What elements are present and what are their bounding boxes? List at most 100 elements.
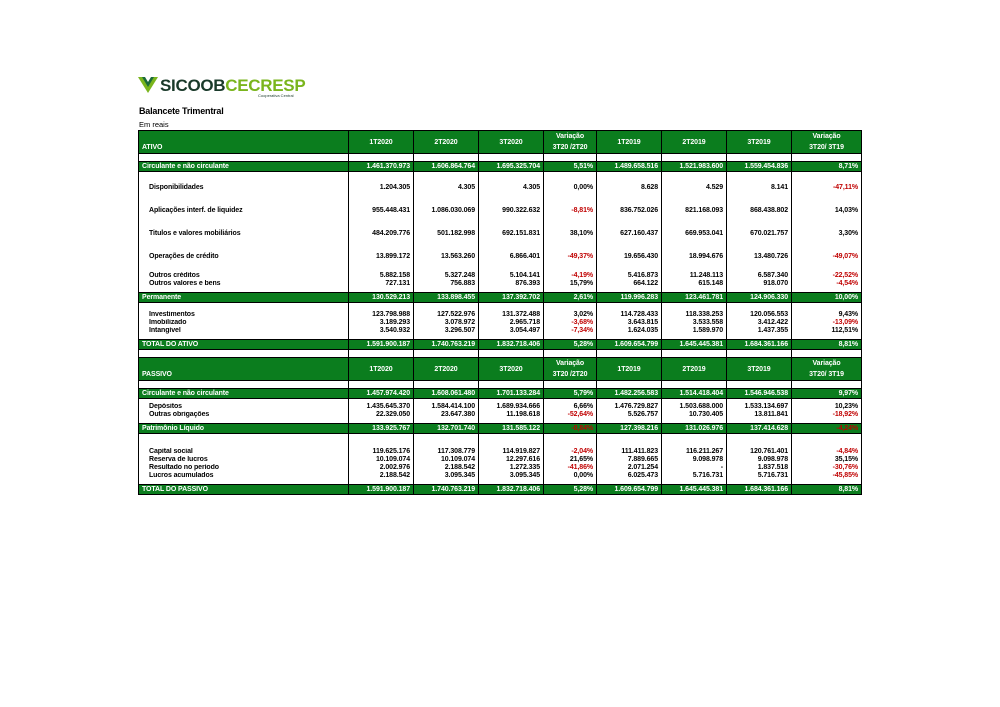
spacer-cell <box>543 380 597 389</box>
column-header: Variação 3T20 /2T20 <box>543 357 597 381</box>
row-value: 18.994.676 <box>661 245 727 268</box>
spacer-cell <box>726 441 792 448</box>
total-ativo-row: TOTAL DO ATIVO 1.591.900.187 1.740.763.219… <box>138 339 862 350</box>
table-row: Depósitos 1.435.645.370 1.584.414.100 1.689… <box>138 403 862 411</box>
balance-table: ATIVO 1T2020 2T2020 3T2020 Variação 3T20 /2T2… <box>138 130 862 495</box>
section-value: -4,24% <box>791 423 862 434</box>
spacer-cell <box>138 433 349 441</box>
row-value: -22,52% <box>791 272 862 280</box>
table-row: Outras obrigações 22.329.050 23.647.380 11.… <box>138 411 862 419</box>
spacer-cell <box>478 441 544 448</box>
spacer-cell <box>478 349 544 358</box>
row-value: 119.625.176 <box>348 448 414 456</box>
row-label: Lucros acumulados <box>138 472 349 480</box>
permanente-row: Permanente 130.529.213 133.898.455 137.392.… <box>138 292 862 303</box>
row-value: 868.438.802 <box>726 199 792 222</box>
spacer-cell <box>791 268 862 272</box>
table-row: Outros valores e bens 727.131 756.883 876.3… <box>138 280 862 288</box>
row-value: 19.656.430 <box>596 245 662 268</box>
column-header: Variação 3T20 /2T20 <box>543 130 597 154</box>
row-label: Disponibilidades <box>138 176 349 199</box>
row-value: -4,84% <box>791 448 862 456</box>
section-label: Circulante e não circulante <box>138 388 349 399</box>
row-value: 821.168.093 <box>661 199 727 222</box>
row-label: Reserva de lucros <box>138 456 349 464</box>
row-value: 120.761.401 <box>726 448 792 456</box>
spacer-cell <box>791 307 862 311</box>
section-label: TOTAL DO PASSIVO <box>138 484 349 495</box>
row-value: 2.071.254 <box>596 464 662 472</box>
row-value: 4.529 <box>661 176 727 199</box>
row-value: 5.526.757 <box>596 411 662 419</box>
row-value: 10,23% <box>791 403 862 411</box>
table-row: Outros créditos 5.882.158 5.327.248 5.104.1… <box>138 272 862 280</box>
row-value: 0,00% <box>543 472 597 480</box>
row-value: 8.141 <box>726 176 792 199</box>
row-value: 1.437.355 <box>726 327 792 335</box>
row-value: 6,66% <box>543 403 597 411</box>
row-value: 8.628 <box>596 176 662 199</box>
row-value: -45,85% <box>791 472 862 480</box>
row-label: Operações de crédito <box>138 245 349 268</box>
section-value: 1.684.361.166 <box>726 484 792 495</box>
row-value: 1.503.688.000 <box>661 403 727 411</box>
row-value: 10.109.074 <box>413 456 479 464</box>
spacer-cell <box>791 349 862 358</box>
section-header-label: ATIVO <box>138 130 349 154</box>
spacer-cell <box>543 153 597 162</box>
row-value: 627.160.437 <box>596 222 662 245</box>
section-value: 5,51% <box>543 161 597 172</box>
row-value: -8,81% <box>543 199 597 222</box>
row-value: 727.131 <box>348 280 414 288</box>
column-header: 2T2020 <box>413 130 479 154</box>
spacer-cell <box>138 380 349 389</box>
row-value: 1.533.134.697 <box>726 403 792 411</box>
column-header: 2T2020 <box>413 357 479 381</box>
row-value: 13.563.260 <box>413 245 479 268</box>
row-value: 15,79% <box>543 280 597 288</box>
section-value: 1.591.900.187 <box>348 484 414 495</box>
section-value: 137.414.628 <box>726 423 792 434</box>
section-value: 9,97% <box>791 388 862 399</box>
row-value: 9.098.978 <box>661 456 727 464</box>
spacer-cell <box>726 349 792 358</box>
spacer-cell <box>661 433 727 441</box>
logo-text: SICOOBCECRESP <box>160 76 306 95</box>
spacer-row <box>138 433 862 441</box>
ativo-header: ATIVO 1T2020 2T2020 3T2020 Variação 3T20 /2T2… <box>138 130 862 154</box>
row-value: 3.189.293 <box>348 319 414 327</box>
section-value: 130.529.213 <box>348 292 414 303</box>
spacer-cell <box>543 441 597 448</box>
table-row: Lucros acumulados 2.188.542 3.095.345 3.095… <box>138 472 862 480</box>
row-value: 836.752.026 <box>596 199 662 222</box>
row-value: - <box>661 464 727 472</box>
spacer-cell <box>413 153 479 162</box>
section-value: 1.608.061.480 <box>413 388 479 399</box>
table-row: Titulos e valores mobiliários 484.209.776… <box>138 222 862 245</box>
spacer-row <box>138 480 862 485</box>
row-value: 1.837.518 <box>726 464 792 472</box>
row-value: 6.025.473 <box>596 472 662 480</box>
row-value: 9,43% <box>791 311 862 319</box>
total-passivo-row: TOTAL DO PASSIVO 1.591.900.187 1.740.763.2… <box>138 484 862 495</box>
spacer-row <box>138 307 862 311</box>
section-value: 1.740.763.219 <box>413 339 479 350</box>
section-value: 124.906.330 <box>726 292 792 303</box>
section-value: 1.482.256.583 <box>596 388 662 399</box>
spacer-cell <box>348 153 414 162</box>
row-value: 3.296.507 <box>413 327 479 335</box>
row-value: 13.899.172 <box>348 245 414 268</box>
spacer-cell <box>138 441 349 448</box>
row-value: 5.104.141 <box>478 272 544 280</box>
section-value: 132.701.740 <box>413 423 479 434</box>
row-label: Outros valores e bens <box>138 280 349 288</box>
page-title: Balancete Trimentral <box>139 106 224 116</box>
row-value: 3.054.497 <box>478 327 544 335</box>
column-header: 3T2020 <box>478 357 544 381</box>
sicoob-logo-icon <box>138 77 158 93</box>
spacer-cell <box>138 349 349 358</box>
section-value: 119.996.283 <box>596 292 662 303</box>
spacer-cell <box>596 380 662 389</box>
row-value: 10.109.074 <box>348 456 414 464</box>
table-row: Investimentos 123.798.988 127.522.976 131.3… <box>138 311 862 319</box>
